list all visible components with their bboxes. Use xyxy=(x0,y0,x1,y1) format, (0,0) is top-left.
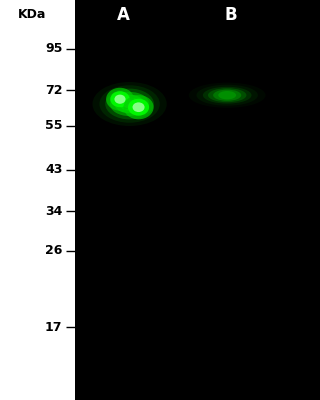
Text: 43: 43 xyxy=(45,163,62,176)
Ellipse shape xyxy=(105,89,154,119)
Ellipse shape xyxy=(128,99,149,116)
Ellipse shape xyxy=(106,88,134,111)
Ellipse shape xyxy=(124,95,154,119)
Ellipse shape xyxy=(115,95,125,104)
Text: A: A xyxy=(117,6,130,24)
Ellipse shape xyxy=(119,97,140,111)
Ellipse shape xyxy=(132,102,145,112)
Ellipse shape xyxy=(196,85,258,106)
Text: 34: 34 xyxy=(45,205,62,218)
Ellipse shape xyxy=(208,88,246,102)
Ellipse shape xyxy=(213,90,241,101)
Text: 95: 95 xyxy=(45,42,62,55)
Text: B: B xyxy=(224,6,237,24)
Ellipse shape xyxy=(92,82,167,126)
Text: 26: 26 xyxy=(45,244,62,257)
Text: 55: 55 xyxy=(45,119,62,132)
Text: 17: 17 xyxy=(45,321,62,334)
Ellipse shape xyxy=(110,91,130,107)
Bar xyxy=(75,0,320,400)
Text: KDa: KDa xyxy=(18,8,46,21)
Bar xyxy=(0,0,75,400)
Ellipse shape xyxy=(189,82,266,108)
Ellipse shape xyxy=(110,92,149,116)
Text: 72: 72 xyxy=(45,84,62,96)
Ellipse shape xyxy=(203,87,252,104)
Ellipse shape xyxy=(218,91,236,99)
Ellipse shape xyxy=(115,95,145,113)
Ellipse shape xyxy=(100,85,160,123)
Ellipse shape xyxy=(123,100,136,108)
